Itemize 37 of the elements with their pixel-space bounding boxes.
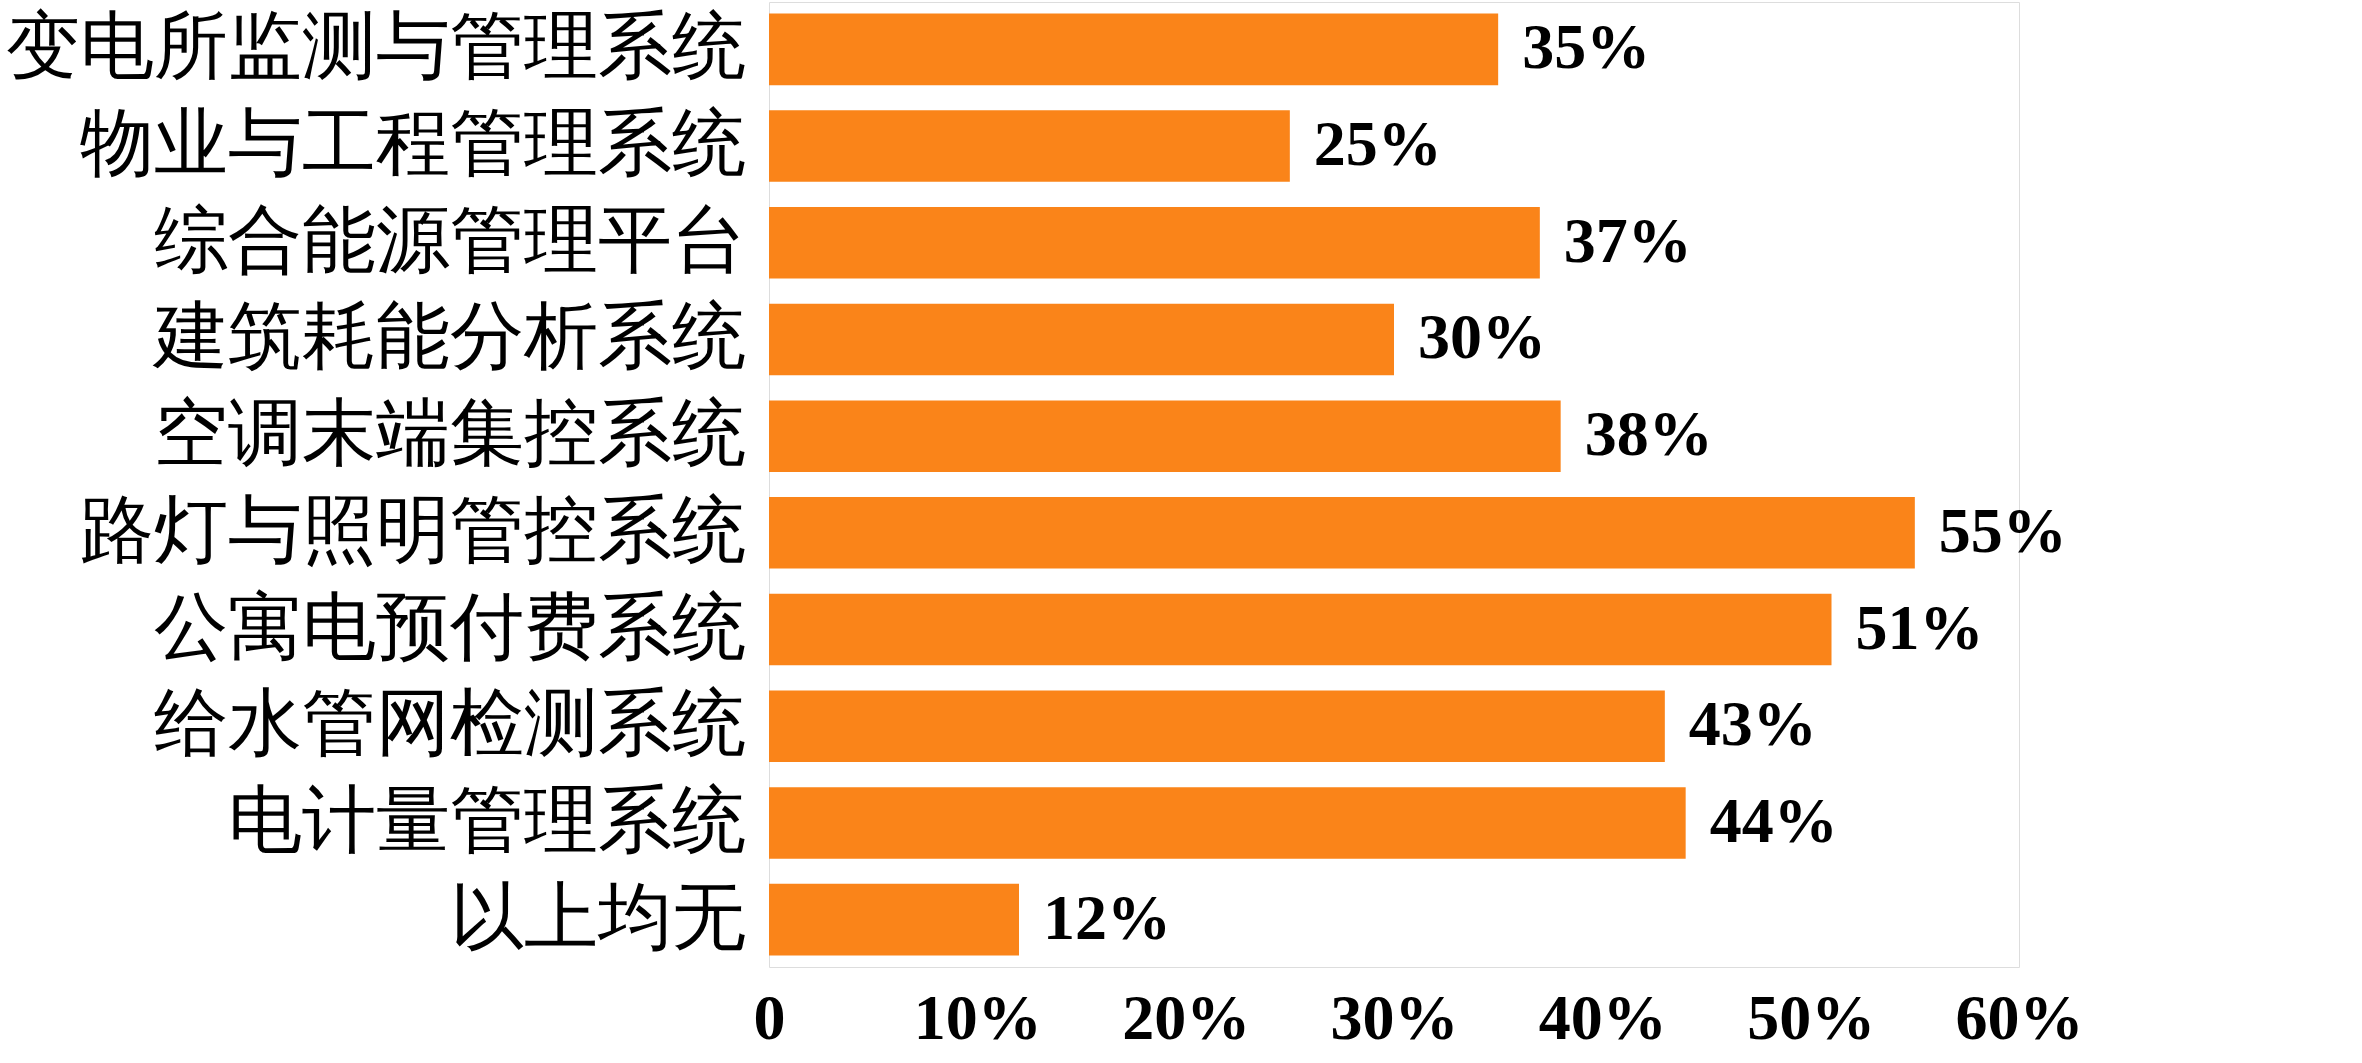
data-label: 12% (1043, 881, 1171, 953)
data-label: 37% (1563, 204, 1692, 276)
bar (769, 110, 1290, 182)
data-label: 44% (1709, 784, 1838, 856)
y-tick-label: 综合能源管理平台 (153, 198, 746, 281)
bar (769, 593, 1832, 666)
x-tick-label: 50% (1747, 981, 1876, 1053)
bar (769, 400, 1561, 472)
bar (769, 13, 1499, 86)
data-label: 35% (1522, 11, 1651, 83)
data-label: 43% (1688, 688, 1817, 760)
y-tick-label: 电计量管理系统 (227, 778, 746, 861)
y-tick-label: 公寓电预付费系统 (153, 585, 746, 668)
bar (769, 497, 1915, 569)
y-tick-label: 建筑耗能分析系统 (151, 295, 746, 378)
x-tick-label: 10% (913, 981, 1042, 1053)
data-label: 25% (1313, 108, 1442, 180)
data-label: 51% (1855, 591, 1984, 663)
data-label: 55% (1938, 494, 2067, 566)
x-tick-label: 0 (753, 981, 786, 1053)
y-tick-label: 以上均无 (449, 875, 746, 958)
data-label: 30% (1418, 301, 1546, 373)
bar (769, 883, 1019, 956)
x-tick-label: 30% (1330, 981, 1459, 1053)
bar (769, 303, 1394, 376)
y-tick-label: 变电所监测与管理系统 (5, 5, 746, 88)
data-label: 38% (1584, 398, 1713, 470)
x-tick-label: 60% (1955, 981, 2084, 1053)
y-tick-label: 路灯与照明管控系统 (79, 488, 746, 571)
x-tick-label: 20% (1122, 981, 1251, 1053)
y-tick-label: 给水管网检测系统 (153, 682, 746, 765)
y-tick-label: 物业与工程管理系统 (79, 102, 746, 185)
bar (769, 787, 1686, 859)
bar (769, 690, 1665, 763)
x-tick-label: 40% (1538, 981, 1667, 1053)
bar (769, 206, 1540, 279)
y-tick-label: 空调末端集控系统 (153, 392, 746, 475)
